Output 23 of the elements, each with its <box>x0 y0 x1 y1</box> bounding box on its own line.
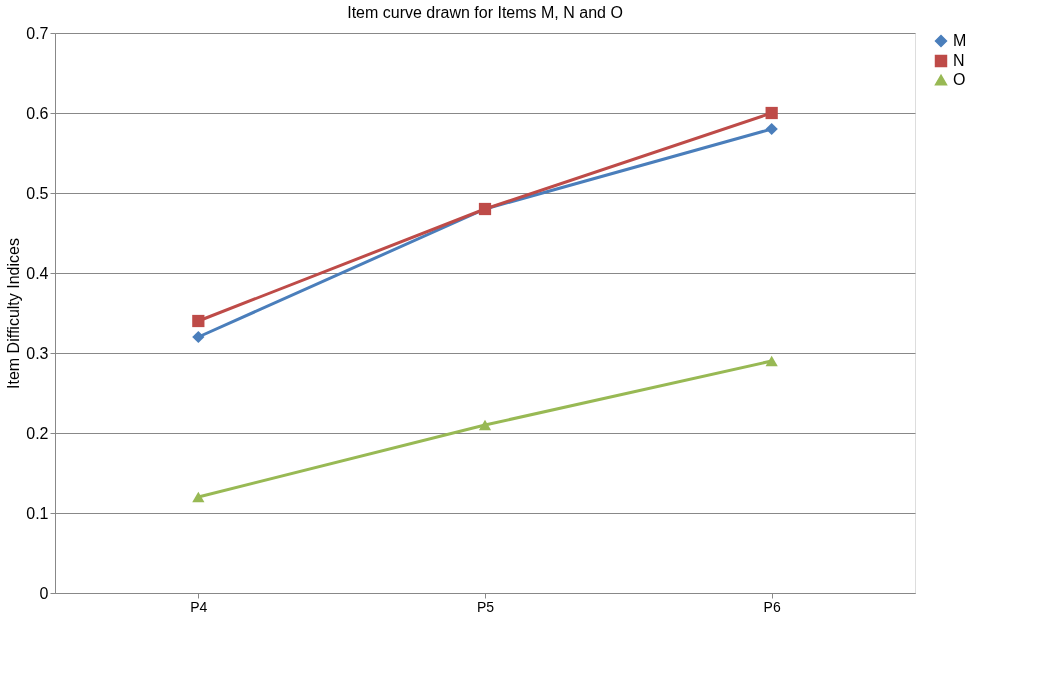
x-tick-label: P6 <box>763 598 781 615</box>
point <box>192 330 205 344</box>
y-tick-label: 0.3 <box>26 344 49 362</box>
point <box>765 122 778 136</box>
y-tick-label: 0.6 <box>26 104 49 122</box>
point <box>765 355 778 367</box>
y-tick-label: 0.2 <box>26 424 49 442</box>
y-tick-label: 0.7 <box>26 24 49 42</box>
legend-label: N <box>953 52 965 69</box>
y-tick-label: 0 <box>39 584 49 602</box>
point <box>192 491 205 503</box>
legend-label: O <box>953 71 966 88</box>
legend-label: M <box>953 32 967 49</box>
y-tick-label: 0.1 <box>26 504 49 522</box>
y-tick-label: 0.5 <box>26 184 49 202</box>
point <box>192 314 205 328</box>
chart-title: Item curve drawn for Items M, N and O <box>347 4 623 21</box>
x-tick-label: P5 <box>476 598 495 615</box>
point <box>478 419 492 431</box>
y-axis-title: Item Difficulty Indices <box>5 238 23 389</box>
y-tick-label: 0.4 <box>26 264 49 282</box>
x-tick-label: P4 <box>190 598 208 615</box>
point <box>765 106 778 120</box>
